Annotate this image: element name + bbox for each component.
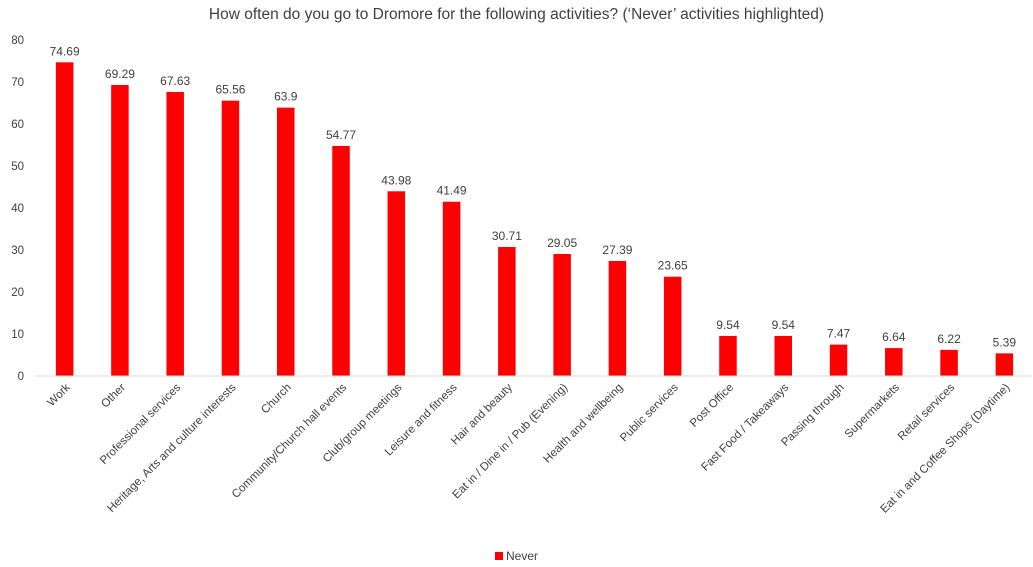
bar xyxy=(774,335,792,376)
y-axis: 0 10 20 30 40 50 60 70 80 xyxy=(11,35,24,383)
bar xyxy=(608,260,627,376)
bar xyxy=(111,84,129,377)
x-tick-label: Public services xyxy=(618,381,681,444)
bar xyxy=(277,107,295,377)
legend-label: Never xyxy=(505,549,538,563)
y-tick-label: 80 xyxy=(11,35,24,47)
data-label: 23.65 xyxy=(658,259,688,273)
x-tick-label: Supermarkets xyxy=(843,381,902,440)
bar xyxy=(885,348,903,376)
data-label: 54.77 xyxy=(326,128,356,142)
y-tick-label: 40 xyxy=(11,203,24,215)
x-tick-label: Work xyxy=(45,381,72,408)
data-label: 41.49 xyxy=(437,184,467,198)
bar xyxy=(442,201,461,376)
bar xyxy=(387,191,406,376)
bar xyxy=(332,145,350,376)
y-tick-label: 20 xyxy=(11,287,24,299)
data-label: 69.29 xyxy=(105,67,135,81)
bars-group xyxy=(55,62,1014,377)
data-label: 63.9 xyxy=(274,90,298,104)
data-label: 67.63 xyxy=(160,74,190,88)
data-label: 6.64 xyxy=(882,330,906,344)
bar xyxy=(663,276,682,376)
x-tick-label: Other xyxy=(99,382,128,411)
bar xyxy=(719,335,737,376)
data-label: 7.47 xyxy=(827,327,851,341)
bar xyxy=(553,253,571,376)
bar xyxy=(995,353,1014,376)
bar xyxy=(221,100,240,376)
y-tick-label: 60 xyxy=(11,119,24,131)
legend: Never xyxy=(0,549,1033,563)
bar xyxy=(166,91,184,376)
data-labels-group: 74.69 69.29 67.63 65.56 63.9 54.77 43.98 41.49 3… xyxy=(50,44,1017,349)
x-tick-label: Retail services xyxy=(896,381,958,443)
y-tick-label: 70 xyxy=(11,77,24,89)
data-label: 9.54 xyxy=(772,318,796,332)
chart-title: How often do you go to Dromore for the f… xyxy=(208,6,825,23)
bar xyxy=(829,344,848,376)
data-label: 9.54 xyxy=(716,318,740,332)
bar xyxy=(940,349,958,376)
x-tick-label: Heritage, Arts and culture interests xyxy=(105,381,238,514)
x-tick-label: Church xyxy=(259,382,294,417)
y-tick-label: 10 xyxy=(11,329,24,341)
legend-swatch xyxy=(494,552,503,560)
bar xyxy=(498,247,516,376)
y-tick-label: 0 xyxy=(18,371,24,383)
data-label: 6.22 xyxy=(937,332,961,346)
x-tick-label: Eat in / Dine in / Pub (Evening) xyxy=(451,382,571,502)
y-tick-label: 50 xyxy=(11,161,24,173)
data-label: 30.71 xyxy=(492,229,522,243)
data-label: 74.69 xyxy=(50,44,80,58)
data-label: 29.05 xyxy=(547,236,577,250)
x-tick-label: Post Office xyxy=(688,382,736,430)
y-tick-label: 30 xyxy=(11,245,24,257)
x-tick-label: Community/Church hall events xyxy=(230,381,349,500)
data-label: 5.39 xyxy=(993,335,1017,349)
data-label: 43.98 xyxy=(381,173,411,187)
data-label: 65.56 xyxy=(215,83,245,97)
bar xyxy=(55,62,74,376)
data-label: 27.39 xyxy=(602,243,632,257)
